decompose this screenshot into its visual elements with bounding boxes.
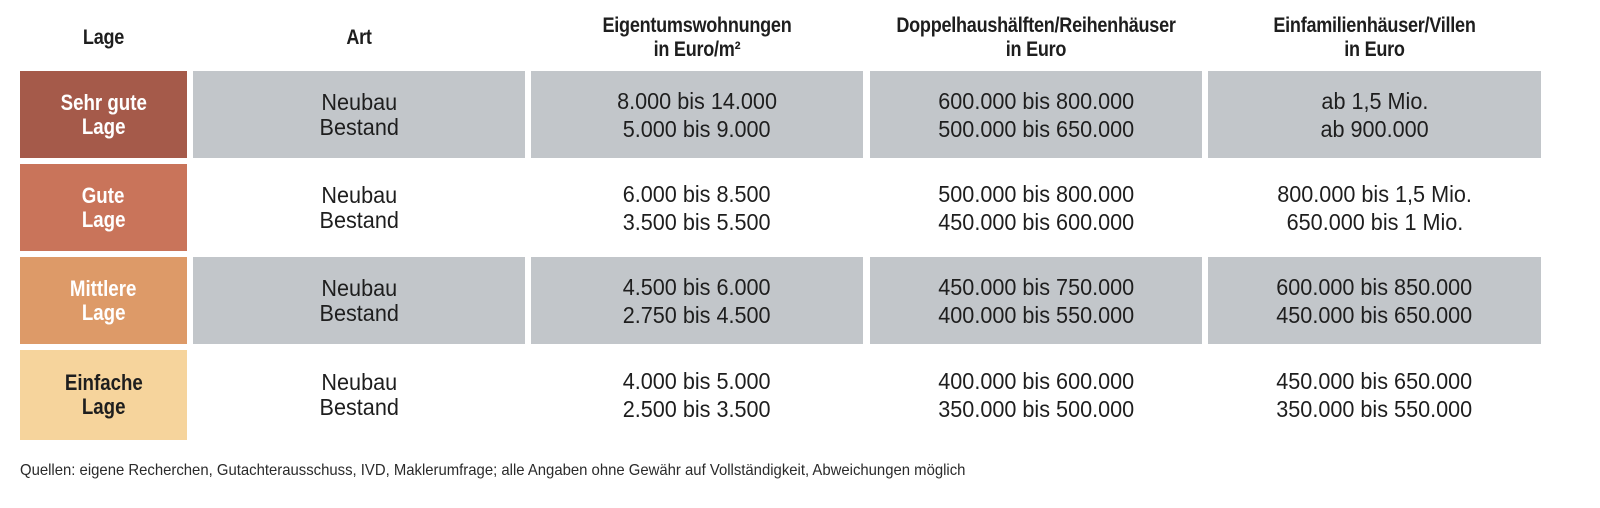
art-bestand: Bestand [319,299,399,326]
art-neubau: Neubau [321,369,397,395]
value-bestand: 350.000 bis 550.000 [1276,396,1473,422]
value-neubau: 6.000 bis 8.500 [623,180,771,207]
efh-cell: ab 1,5 Mio. ab 900.000 [1208,71,1541,158]
art-bestand: Bestand [319,206,399,233]
header-lage-label: Lage [82,25,125,49]
value-bestand: 5.000 bis 9.000 [623,115,771,142]
art-cell: Neubau Bestand [193,71,525,158]
efh-cell: 600.000 bis 850.000 450.000 bis 650.000 [1208,257,1541,344]
header-lage: Lage [32,10,176,65]
header-efh-line2: in Euro [1344,37,1405,61]
value-bestand: 450.000 bis 600.000 [938,208,1134,235]
etw-cell: 4.000 bis 5.000 2.500 bis 3.500 [531,350,863,440]
lage-cell: Gute Lage [20,164,187,251]
dhh-cell: 600.000 bis 800.000 500.000 bis 650.000 [870,71,1202,158]
value-neubau: 600.000 bis 800.000 [938,87,1134,114]
lage-cell: Einfache Lage [20,350,187,440]
value-neubau: 4.500 bis 6.000 [623,273,771,300]
value-neubau: 600.000 bis 850.000 [1276,273,1473,300]
table-row: Mittlere Lage Neubau Bestand 4.500 bis 6… [20,257,1542,344]
header-efh-line1: Einfamilienhäuser/Villen [1273,13,1476,37]
lage-label-line1: Mittlere [70,275,137,301]
value-bestand: 650.000 bis 1 Mio. [1286,208,1463,235]
lage-label-line1: Einfache [64,370,143,395]
value-neubau: 500.000 bis 800.000 [938,180,1134,207]
header-etw-line1: Eigentumswohnungen [602,13,792,37]
value-neubau: 400.000 bis 600.000 [938,368,1134,394]
art-neubau: Neubau [321,88,397,115]
header-efh: Einfamilienhäuser/Villen in Euro [1231,10,1517,65]
lage-label-line2: Lage [81,206,126,232]
value-bestand: 2.500 bis 3.500 [623,396,771,422]
header-dhh-line2: in Euro [1005,37,1067,61]
header-dhh: Doppelhaushälften/Reihenhäuser in Euro [893,10,1179,65]
art-neubau: Neubau [321,274,397,301]
lage-label-line1: Sehr gute [60,89,147,115]
lage-label-line1: Gute [82,182,125,208]
art-cell: Neubau Bestand [193,350,525,440]
header-art: Art [216,10,502,65]
header-etw-line2: in Euro/m² [653,37,741,61]
value-neubau: 4.000 bis 5.000 [623,368,771,394]
value-neubau: 800.000 bis 1,5 Mio. [1277,180,1472,207]
dhh-cell: 500.000 bis 800.000 450.000 bis 600.000 [870,164,1202,251]
value-neubau: 8.000 bis 14.000 [617,87,777,114]
value-bestand: 500.000 bis 650.000 [938,115,1134,142]
value-bestand: 2.750 bis 4.500 [623,301,771,328]
value-bestand: ab 900.000 [1320,115,1429,142]
header-dhh-line1: Doppelhaushälften/Reihenhäuser [896,13,1176,37]
table-row: Einfache Lage Neubau Bestand 4.000 bis 5… [20,350,1542,440]
value-neubau: ab 1,5 Mio. [1321,87,1428,114]
lage-label-line2: Lage [81,113,126,139]
source-footnote: Quellen: eigene Recherchen, Gutachteraus… [20,462,966,479]
table-row: Gute Lage Neubau Bestand 6.000 bis 8.500… [20,164,1542,251]
table-row: Sehr gute Lage Neubau Bestand 8.000 bis … [20,71,1542,158]
lage-label-line2: Lage [81,394,126,419]
lage-cell: Sehr gute Lage [20,71,187,158]
art-bestand: Bestand [319,113,399,140]
value-neubau: 450.000 bis 650.000 [1276,368,1473,394]
lage-label-line2: Lage [81,299,126,325]
value-bestand: 350.000 bis 500.000 [938,396,1134,422]
efh-cell: 450.000 bis 650.000 350.000 bis 550.000 [1208,350,1541,440]
efh-cell: 800.000 bis 1,5 Mio. 650.000 bis 1 Mio. [1208,164,1541,251]
etw-cell: 8.000 bis 14.000 5.000 bis 9.000 [531,71,863,158]
value-bestand: 400.000 bis 550.000 [938,301,1134,328]
header-art-label: Art [346,25,372,49]
dhh-cell: 400.000 bis 600.000 350.000 bis 500.000 [870,350,1202,440]
art-cell: Neubau Bestand [193,257,525,344]
value-neubau: 450.000 bis 750.000 [938,273,1134,300]
header-etw: Eigentumswohnungen in Euro/m² [554,10,840,65]
value-bestand: 450.000 bis 650.000 [1276,301,1473,328]
art-neubau: Neubau [321,181,397,208]
value-bestand: 3.500 bis 5.500 [623,208,771,235]
lage-cell: Mittlere Lage [20,257,187,344]
dhh-cell: 450.000 bis 750.000 400.000 bis 550.000 [870,257,1202,344]
etw-cell: 6.000 bis 8.500 3.500 bis 5.500 [531,164,863,251]
etw-cell: 4.500 bis 6.000 2.750 bis 4.500 [531,257,863,344]
art-cell: Neubau Bestand [193,164,525,251]
art-bestand: Bestand [319,394,399,420]
